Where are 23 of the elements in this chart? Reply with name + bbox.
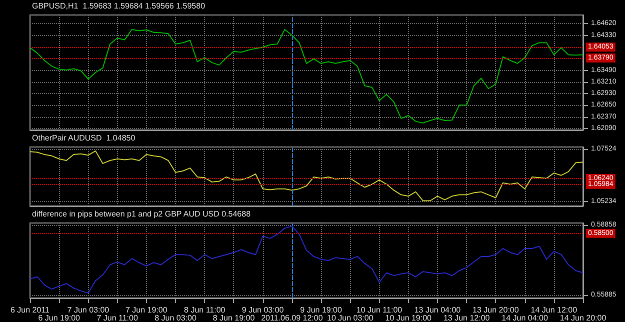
x-tick-label: 8 Jun 03:00 [154,314,197,322]
x-tick-label: 6 Jun 19:00 [38,314,81,322]
x-tick-label: 7 Jun 11:00 [96,314,138,322]
x-tick-label: 8 Jun 19:00 [212,314,256,322]
x-tick-label: 13 Jun 12:00 [443,314,490,322]
x-tick-label: 13 Jun 04:00 [414,306,462,314]
chart-title: difference in pips between p1 and p2 GBP AUD USD 0.54688 [32,210,252,218]
chart-title: OtherPair AUDUSD 1.04850 [32,134,136,142]
x-tick-label: 13 Jun 20:00 [472,306,520,314]
x-tick-label: 9 Jun 19:00 [300,306,343,314]
x-tick-label: 10 Jun 03:00 [327,314,374,322]
x-tick-label: 8 Jun 11:00 [184,306,226,314]
x-tick-label: 9 Jun 03:00 [242,306,284,314]
x-tick-label: 10 Jun 19:00 [385,314,432,322]
x-tick-label: 14 Jun 04:00 [502,314,548,322]
x-tick-label: 7 Jun 03:00 [67,306,110,314]
x-tick-label: 10 Jun 11:00 [356,306,403,314]
x-tick-label: 7 Jun 19:00 [126,306,168,314]
x-tick-label: 2011.06.09 12:00 [261,314,324,322]
x-tick-label: 14 Jun 12:00 [530,306,578,314]
x-tick-label: 6 Jun 2011 [10,306,50,314]
x-tick-label: 14 Jun 20:00 [560,314,607,322]
chart-title: GBPUSD,H1 1.59683 1.59684 1.59566 1.59580 [32,2,206,10]
